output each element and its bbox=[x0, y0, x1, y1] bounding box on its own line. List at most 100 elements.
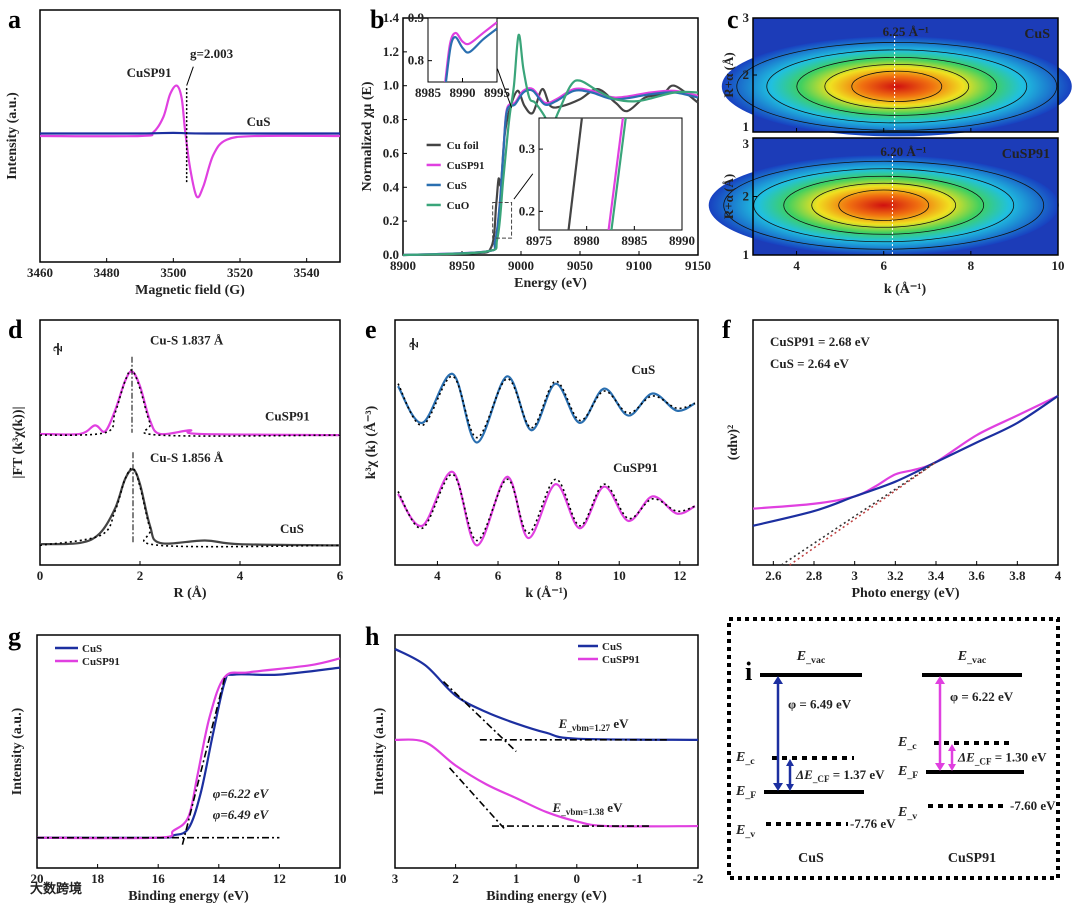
y-axis-label: k³χ (k) (Å⁻³) bbox=[363, 405, 379, 479]
x-axis-label: Energy (eV) bbox=[514, 276, 587, 291]
arrow-line bbox=[186, 66, 194, 86]
plot-frame bbox=[36, 634, 341, 869]
x-axis-label: Binding energy (eV) bbox=[128, 889, 249, 904]
annotation: CuS bbox=[280, 521, 304, 536]
x-tick-label: 3540 bbox=[294, 265, 320, 280]
series-line-cus bbox=[402, 88, 699, 257]
valence-value: -7.76 eV bbox=[850, 816, 896, 831]
arrow-icon bbox=[513, 173, 534, 200]
series-line-cus bbox=[444, 27, 497, 82]
arrowhead-icon bbox=[948, 744, 956, 771]
panel-label: h bbox=[365, 622, 380, 651]
legend-label: CuSP91 bbox=[602, 654, 640, 666]
x-tick-label: 3 bbox=[851, 568, 858, 583]
series-line-cus-tangent bbox=[442, 681, 517, 753]
x-tick-label: 3500 bbox=[160, 265, 186, 280]
diagram-frame bbox=[727, 617, 1060, 880]
x-tick-label: 8990 bbox=[669, 233, 695, 248]
x-tick-label: 8985 bbox=[415, 85, 442, 100]
x-axis-label: Magnetic field (G) bbox=[135, 283, 245, 298]
plot-frame bbox=[39, 319, 341, 566]
y-axis-label: Normalized χμ (E) bbox=[360, 81, 375, 191]
y-tick-label: 0.8 bbox=[383, 112, 400, 127]
x-axis-label: Binding energy (eV) bbox=[486, 889, 607, 904]
series-line-cusp91-fit bbox=[39, 369, 341, 437]
y-tick-label: 1 bbox=[743, 119, 750, 134]
contour-line bbox=[838, 189, 930, 221]
legend-cus: CuS bbox=[247, 114, 271, 129]
y-axis-label: R+α (Å) bbox=[721, 52, 736, 97]
x-axis-label: Photo energy (eV) bbox=[851, 586, 959, 601]
scale-bar-label: 2 bbox=[50, 346, 65, 353]
x-tick-label: 3520 bbox=[227, 265, 253, 280]
map-name: CuS bbox=[1024, 27, 1050, 42]
level-label-c: E_c bbox=[735, 750, 755, 767]
map-name: CuSP91 bbox=[1002, 147, 1050, 162]
y-axis-label: Intensity (a.u.) bbox=[372, 707, 387, 795]
x-tick-label: 9050 bbox=[567, 258, 593, 273]
valence-value: -7.60 eV bbox=[1010, 798, 1056, 813]
y-tick-label: 0.4 bbox=[383, 179, 400, 194]
annotation: CuSP91 = 2.68 eV bbox=[770, 334, 870, 349]
arrow-icon bbox=[496, 68, 513, 108]
offset-label: ΔE_CF = 1.30 eV bbox=[957, 750, 1047, 767]
x-tick-label: 8995 bbox=[484, 85, 511, 100]
annotation: CuS = 2.64 eV bbox=[770, 356, 850, 371]
contour-line bbox=[766, 49, 1028, 124]
y-axis-label: R+α (Å) bbox=[721, 174, 736, 219]
series-line-cus bbox=[397, 372, 696, 444]
x-tick-label: 8990 bbox=[450, 85, 476, 100]
contour-line bbox=[796, 57, 998, 116]
y-tick-label: 0.8 bbox=[408, 53, 425, 68]
legend-label: CuSP91 bbox=[447, 160, 485, 172]
panel-label: c bbox=[727, 5, 739, 34]
contour-line bbox=[851, 70, 943, 103]
series-line-cusp91 bbox=[39, 370, 341, 437]
scale-bar-label: 2 bbox=[406, 342, 421, 349]
y-tick-label: 0.2 bbox=[519, 203, 535, 218]
legend-label: CuS bbox=[602, 641, 622, 653]
x-tick-label: 2 bbox=[452, 871, 459, 886]
panel-label: i bbox=[745, 657, 752, 686]
x-tick-label: 3460 bbox=[27, 265, 53, 280]
annotation: CuS bbox=[631, 362, 655, 377]
zoom-region-box bbox=[492, 202, 513, 239]
level-label-f: E_F bbox=[897, 764, 918, 781]
x-tick-label: 8975 bbox=[526, 233, 553, 248]
panel-label: b bbox=[370, 5, 384, 34]
x-tick-label: 4 bbox=[434, 568, 441, 583]
plot-frame bbox=[394, 319, 699, 566]
x-tick-label: 18 bbox=[91, 871, 105, 886]
x-tick-label: 6 bbox=[337, 568, 344, 583]
series-line-cusp91 bbox=[444, 21, 497, 82]
series-line-cuo bbox=[402, 33, 699, 257]
x-tick-label: 2 bbox=[137, 568, 144, 583]
y-axis-label: (αhν)² bbox=[726, 425, 741, 460]
legend-label: CuS bbox=[82, 643, 102, 655]
x-tick-label: 2.6 bbox=[765, 568, 782, 583]
x-tick-label: 12 bbox=[673, 568, 686, 583]
x-axis-label: k (Å⁻¹) bbox=[525, 585, 568, 601]
series-line-cusp91-fit bbox=[397, 473, 696, 542]
y-tick-label: 1.4 bbox=[383, 10, 400, 25]
x-tick-label: 3.4 bbox=[928, 568, 945, 583]
legend-cusp91: CuSP91 bbox=[127, 65, 172, 80]
annotation: φ=6.22 eV bbox=[213, 786, 270, 801]
legend-label: CuS bbox=[447, 180, 467, 192]
y-axis-label: Intensity (a.u.) bbox=[5, 92, 20, 180]
series-line-cus bbox=[36, 666, 341, 839]
contour-line bbox=[824, 64, 970, 109]
panel-label: a bbox=[8, 5, 21, 34]
y-tick-label: 0.9 bbox=[408, 10, 425, 25]
heatmap-intensity bbox=[708, 155, 1059, 256]
x-tick-label: 12 bbox=[273, 871, 286, 886]
legend-label: Cu foil bbox=[447, 140, 479, 152]
series-line-cus bbox=[39, 131, 341, 135]
inset-frame bbox=[427, 17, 498, 83]
x-tick-label: 9100 bbox=[626, 258, 652, 273]
series-line-cus bbox=[610, 118, 627, 230]
annotation: φ=6.49 eV bbox=[213, 807, 270, 822]
level-label-v: E_v bbox=[897, 805, 917, 822]
x-tick-label: 1 bbox=[513, 871, 520, 886]
